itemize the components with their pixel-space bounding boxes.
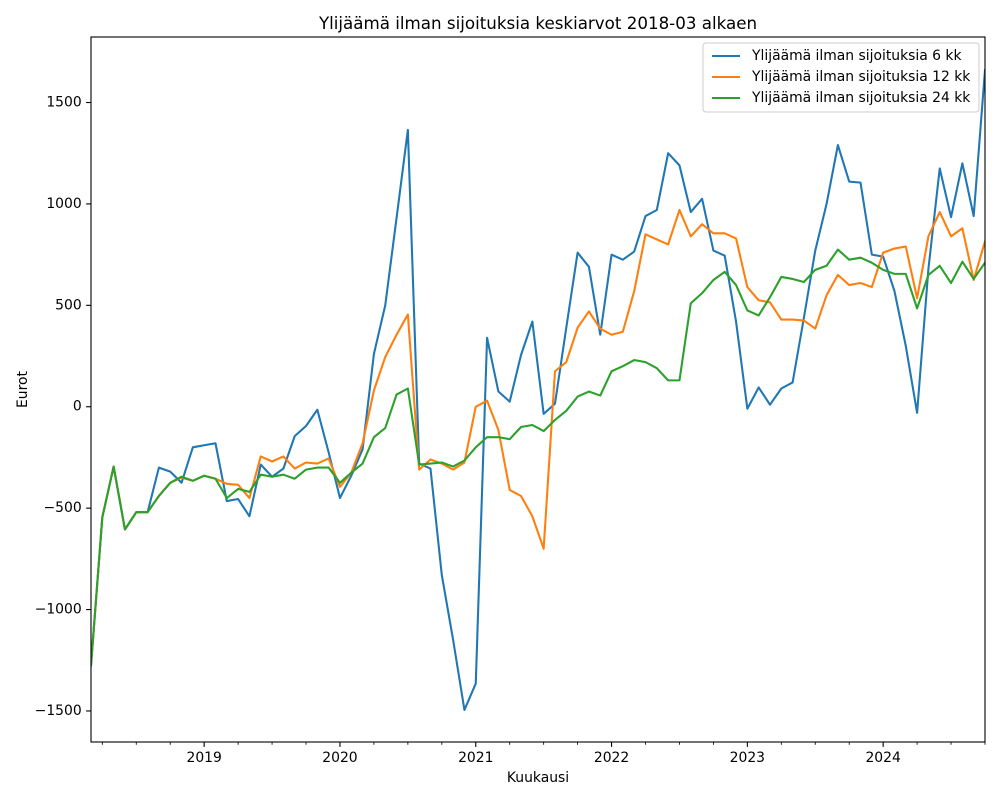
x-tick-label: 2021 — [458, 750, 493, 766]
x-tick-label: 2024 — [865, 750, 901, 766]
x-tick-label: 2022 — [594, 750, 629, 766]
y-tick-label: 0 — [73, 399, 82, 415]
y-tick-label: 1500 — [46, 95, 81, 111]
y-tick-label: −1500 — [35, 703, 82, 719]
chart-title: Ylijäämä ilman sijoituksia keskiarvot 20… — [318, 13, 757, 33]
y-axis-label: Eurot — [15, 370, 31, 407]
legend-label-24-kk: Ylijäämä ilman sijoituksia 24 kk — [751, 90, 970, 106]
legend-entry-6-kk: Ylijäämä ilman sijoituksia 6 kk — [712, 48, 962, 64]
series-line-6-kk — [91, 68, 985, 711]
legend-entry-12-kk: Ylijäämä ilman sijoituksia 12 kk — [712, 69, 970, 85]
y-axis: −1500 −1000 −500 0 500 1000 1500 — [35, 95, 91, 719]
x-axis: 2019 2020 2021 2022 2023 2024 — [101, 742, 986, 766]
x-axis-label: Kuukausi — [507, 770, 569, 786]
series-line-24-kk — [91, 248, 985, 667]
legend-label-6-kk: Ylijäämä ilman sijoituksia 6 kk — [751, 48, 962, 64]
y-tick-label: −500 — [44, 500, 82, 516]
legend-label-12-kk: Ylijäämä ilman sijoituksia 12 kk — [751, 69, 970, 85]
legend-entry-24-kk: Ylijäämä ilman sijoituksia 24 kk — [712, 90, 970, 106]
series-layer — [91, 68, 985, 711]
y-tick-label: −1000 — [35, 602, 82, 618]
legend-box — [702, 42, 980, 113]
y-tick-label: 1000 — [46, 196, 81, 212]
x-tick-label: 2023 — [730, 750, 765, 766]
x-tick-label: 2019 — [186, 750, 221, 766]
y-tick-label: 500 — [55, 297, 82, 313]
series-line-12-kk — [91, 208, 985, 667]
plot-frame — [90, 36, 986, 743]
legend: Ylijäämä ilman sijoituksia 6 kk Ylijäämä… — [702, 42, 980, 113]
x-tick-label: 2020 — [322, 750, 357, 766]
plot-area — [91, 37, 985, 742]
